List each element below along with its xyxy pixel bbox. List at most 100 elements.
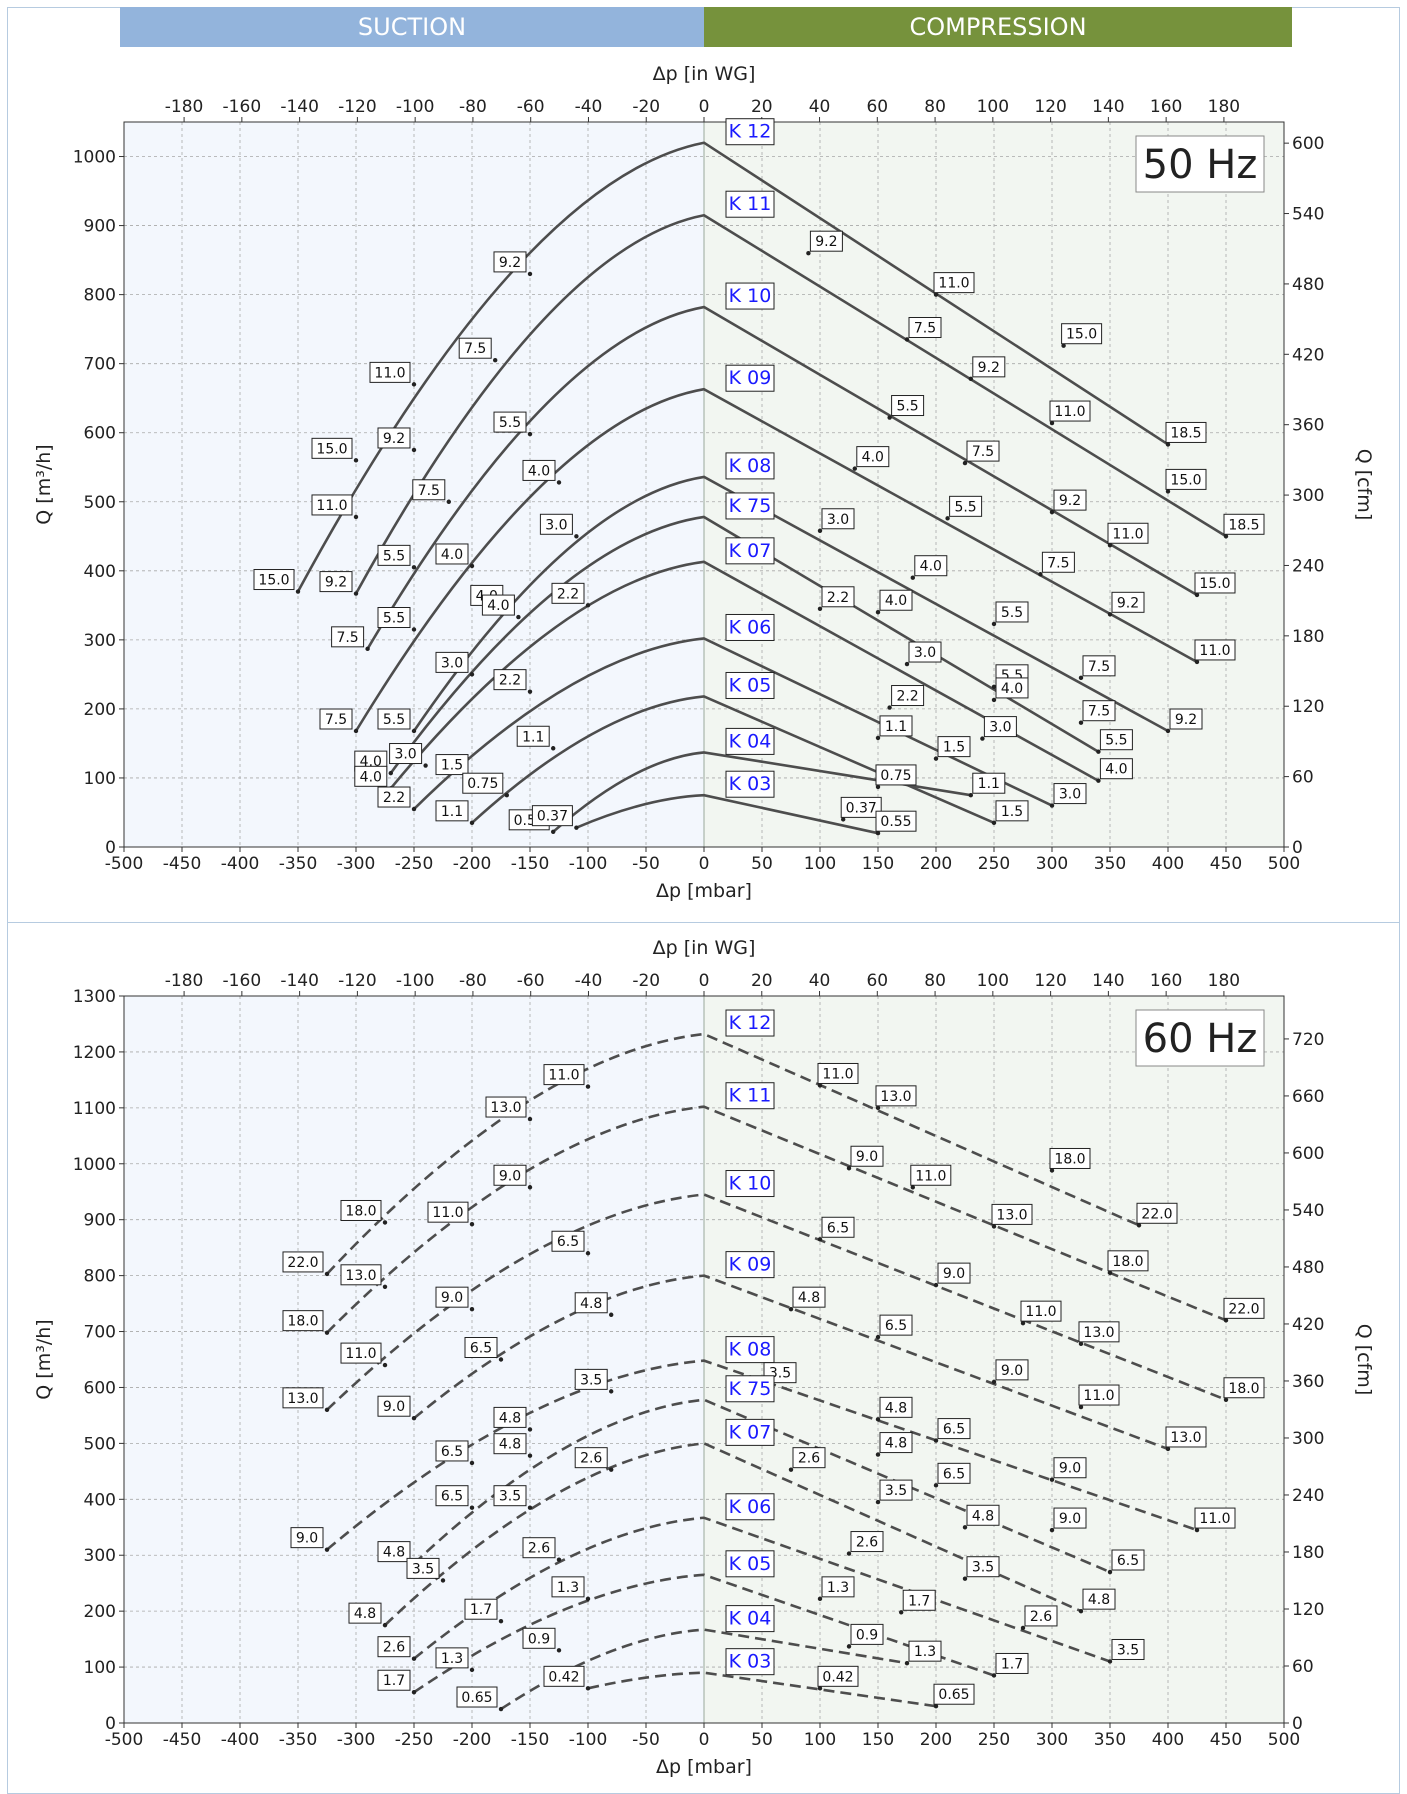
y2-tick-label: 480	[1292, 275, 1324, 295]
model-label-box	[725, 1336, 775, 1364]
series-k-11: K 11 9.0 11.0 13.0 18.0 9.0 11.0 13.0 18.0 22.0	[282, 1082, 1265, 1335]
model-label-box	[725, 1605, 775, 1633]
x2-tick-label: -80	[459, 97, 487, 117]
x-tick-label: -200	[453, 1730, 492, 1750]
model-label: K 09	[729, 1254, 772, 1276]
point-label-box	[311, 494, 353, 516]
frequency-badge	[1135, 1009, 1265, 1067]
point-label-box	[1061, 323, 1103, 345]
point-label-box	[435, 651, 469, 673]
data-point	[841, 817, 846, 822]
point-label: 4.0	[487, 598, 509, 614]
data-point	[527, 1453, 533, 1458]
model-label-box	[725, 1375, 775, 1403]
point-label: 7.5	[1088, 704, 1110, 720]
point-label-box	[879, 589, 913, 611]
point-label: 11.0	[432, 1205, 463, 1221]
point-label: 6.5	[1117, 1553, 1139, 1569]
x-tick-label: 350	[1094, 854, 1126, 874]
data-point	[353, 514, 359, 520]
model-label: K 06	[729, 616, 772, 638]
data-point	[817, 1237, 823, 1242]
point-label-box	[377, 607, 411, 628]
x2-tick-label: 100	[977, 971, 1009, 991]
point-label: 9.0	[1059, 1461, 1081, 1477]
point-label: 2.2	[383, 790, 405, 806]
y-tick-label: 900	[84, 1211, 116, 1231]
series-k-05: K 05 1.3 1.3 1.7 1.3 1.7 1.7	[377, 1550, 1029, 1695]
point-label: 4.8	[354, 1606, 376, 1622]
data-point	[875, 784, 881, 790]
data-point	[324, 1547, 330, 1552]
point-label-box	[481, 594, 515, 616]
data-point	[527, 689, 533, 694]
point-label: 1.7	[908, 1593, 930, 1609]
point-label: 15.0	[1066, 327, 1097, 343]
point-label: 22.0	[1141, 1206, 1172, 1222]
point-label: 3.5	[412, 1561, 434, 1577]
data-point	[910, 1185, 915, 1190]
x2-tick-label: -140	[280, 97, 319, 117]
point-label: 5.5	[1105, 733, 1127, 749]
point-label-box	[856, 446, 890, 468]
point-label-box	[1053, 489, 1087, 511]
model-label: K 75	[729, 495, 772, 517]
series-k-75: K 75 4.8 6.5 4.8 4.8 6.5 9.0 6.5	[377, 1375, 1145, 1575]
point-label: 11.0	[374, 365, 405, 381]
x-tick-label: -100	[569, 1730, 608, 1750]
x-tick-label: -500	[105, 854, 144, 874]
data-point	[365, 646, 370, 652]
point-label-box	[937, 1462, 971, 1484]
point-label: 0.65	[938, 1687, 969, 1703]
data-point	[469, 1460, 475, 1466]
point-label-box	[821, 586, 855, 608]
point-label-box	[377, 1395, 411, 1417]
model-label: K 07	[729, 540, 772, 562]
x2-tick-label: 140	[1092, 971, 1124, 991]
x2-tick-label: 120	[1034, 97, 1066, 117]
data-point	[933, 1483, 939, 1488]
point-label-box	[493, 1406, 527, 1428]
point-label-box	[1099, 729, 1133, 751]
y-tick-label: 400	[84, 1490, 116, 1510]
point-label: 4.8	[499, 1437, 521, 1453]
point-label-box	[1111, 1638, 1145, 1660]
data-point	[353, 458, 359, 463]
point-label: 2.2	[827, 590, 849, 606]
point-label: 1.7	[383, 1673, 405, 1689]
point-label: 9.0	[1059, 1511, 1081, 1527]
model-label: K 08	[729, 455, 772, 477]
model-label-box	[725, 1493, 775, 1521]
y2-tick-label: 60	[1292, 1657, 1314, 1677]
point-label-box	[850, 1145, 884, 1167]
y2-tick-label: 180	[1292, 627, 1324, 647]
x2-tick-label: -60	[517, 971, 545, 991]
model-label-box	[725, 452, 775, 480]
point-label: 1.3	[441, 1651, 463, 1667]
point-label-box	[435, 543, 469, 565]
data-point	[846, 1551, 852, 1556]
x-tick-label: -150	[511, 1730, 550, 1750]
point-label: 18.5	[1170, 425, 1201, 441]
y-axis-title: Q [m³/h]	[33, 444, 55, 524]
data-point	[574, 825, 579, 830]
model-label: K 04	[729, 730, 772, 752]
data-point	[411, 1416, 417, 1421]
point-label-box	[1082, 655, 1116, 677]
series-curve	[366, 305, 1198, 650]
point-label: 18.0	[345, 1203, 376, 1219]
data-point	[933, 292, 939, 297]
point-label-box	[821, 1216, 855, 1238]
point-label: 3.0	[1059, 787, 1081, 803]
point-label-box	[879, 1479, 913, 1501]
point-label-box	[1049, 1147, 1091, 1169]
y-tick-label: 1100	[73, 1099, 116, 1119]
data-point	[295, 589, 301, 594]
point-label-box	[937, 1418, 971, 1440]
data-point	[962, 460, 968, 466]
data-point	[1165, 489, 1171, 494]
point-label-box	[377, 1636, 411, 1658]
x2-tick-label: 40	[809, 97, 831, 117]
point-label-box	[891, 685, 925, 707]
point-label-box	[1194, 639, 1236, 661]
